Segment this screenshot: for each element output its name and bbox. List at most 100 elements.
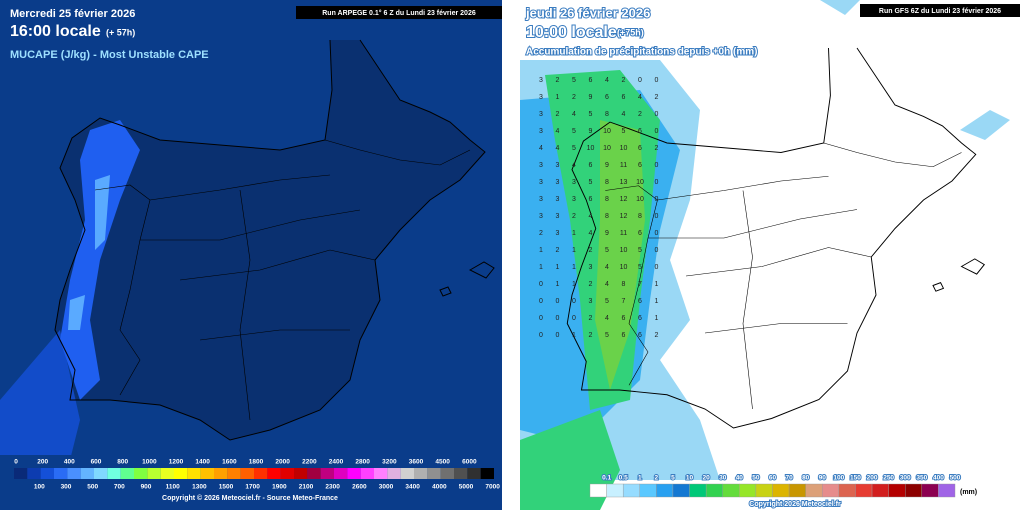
grid-value: 6 <box>638 162 642 169</box>
grid-value: 4 <box>572 111 576 118</box>
legend-label: 1100 <box>166 484 180 491</box>
precip-area <box>595 120 645 390</box>
grid-value: 0 <box>556 332 560 339</box>
legend-swatch <box>589 483 607 498</box>
grid-value: 1 <box>572 264 576 271</box>
grid-value: 7 <box>622 298 626 305</box>
grid-value: 3 <box>589 298 593 305</box>
legend-swatch <box>80 468 94 479</box>
legend-label: 3600 <box>409 459 424 466</box>
grid-value: 6 <box>589 162 593 169</box>
legend-label: 7000 <box>485 484 500 491</box>
legend-label: 600 <box>91 459 102 466</box>
legend-label: 2200 <box>302 459 317 466</box>
grid-value: 2 <box>638 111 642 118</box>
grid-value: 0 <box>655 77 659 84</box>
legend-label: 100 <box>34 484 45 491</box>
grid-value: 5 <box>605 332 609 339</box>
legend-label: 2300 <box>325 484 340 491</box>
grid-value: 2 <box>556 77 560 84</box>
grid-value: 2 <box>655 332 659 339</box>
legend-label: 300 <box>61 484 72 491</box>
grid-value: 6 <box>605 94 609 101</box>
grid-value: 0 <box>655 196 659 203</box>
grid-value: 3 <box>539 196 543 203</box>
grid-value: 6 <box>638 298 642 305</box>
legend-swatch <box>905 483 923 498</box>
parameter: Accumulation de précipitations depuis +0… <box>526 47 757 58</box>
legend-swatch <box>94 468 108 479</box>
grid-value: 3 <box>539 162 543 169</box>
legend-swatch <box>606 483 624 498</box>
legend-label: 4000 <box>432 484 447 491</box>
grid-value: 2 <box>572 213 576 220</box>
legend-swatch <box>788 483 806 498</box>
grid-value: 4 <box>539 145 543 152</box>
grid-value: 0 <box>655 213 659 220</box>
legend-label: 500 <box>87 484 98 491</box>
grid-value: 10 <box>603 128 611 135</box>
legend-swatch <box>307 468 321 479</box>
grid-value: 0 <box>655 230 659 237</box>
grid-value: 2 <box>556 247 560 254</box>
grid-value: 5 <box>589 179 593 186</box>
run-box <box>860 4 1020 17</box>
legend-swatch <box>200 468 214 479</box>
grid-value: 6 <box>622 94 626 101</box>
left-panel: Mercredi 25 février 2026 16:00 locale (+… <box>0 0 502 510</box>
date: Mercredi 25 février 2026 <box>10 8 135 20</box>
grid-value: 6 <box>589 77 593 84</box>
legend-label: 1800 <box>249 459 264 466</box>
grid-value: 1 <box>539 264 543 271</box>
grid-value: 2 <box>539 230 543 237</box>
legend-label: 1000 <box>142 459 157 466</box>
grid-value: 13 <box>620 179 628 186</box>
grid-value: 2 <box>589 332 593 339</box>
legend: 0 100 200 300 400 500 600 700 800 900 1000 1100 1200… <box>14 459 500 491</box>
legend-label: 50 <box>752 475 760 482</box>
legend-swatch <box>400 468 414 479</box>
legend-label: 300 <box>900 475 911 482</box>
grid-value: 1 <box>655 315 659 322</box>
date: jeudi 26 février 2026 <box>525 5 650 20</box>
grid-value: 5 <box>605 298 609 305</box>
legend-label: 2000 <box>275 459 290 466</box>
legend-swatch <box>838 483 856 498</box>
grid-value: 10 <box>620 145 628 152</box>
grid-value: 6 <box>622 315 626 322</box>
grid-value: 5 <box>638 264 642 271</box>
grid-value: 8 <box>622 281 626 288</box>
legend-background <box>0 455 502 510</box>
grid-value: 4 <box>589 230 593 237</box>
grid-value: 0 <box>539 298 543 305</box>
legend-swatch <box>280 468 294 479</box>
grid-value: 3 <box>556 162 560 169</box>
legend-swatch <box>467 468 481 479</box>
grid-value: 9 <box>589 94 593 101</box>
grid-value: 4 <box>589 213 593 220</box>
grid-value: 2 <box>622 77 626 84</box>
grid-value: 10 <box>620 247 628 254</box>
grid-value: 2 <box>589 281 593 288</box>
grid-value: 3 <box>539 213 543 220</box>
grid-value: 8 <box>605 213 609 220</box>
legend-label: 1900 <box>272 484 287 491</box>
grid-value: 0 <box>556 315 560 322</box>
legend-swatch <box>40 468 54 479</box>
grid-value: 12 <box>620 213 628 220</box>
grid-value: 9 <box>605 162 609 169</box>
legend-label: 200 <box>867 475 878 482</box>
grid-value: 3 <box>572 196 576 203</box>
lead-time: (+75h) <box>617 27 644 37</box>
legend-swatch <box>639 483 657 498</box>
grid-value: 1 <box>556 281 560 288</box>
grid-value: 3 <box>539 111 543 118</box>
grid-value: 5 <box>572 77 576 84</box>
legend-swatch <box>54 468 68 479</box>
grid-value: 7 <box>638 281 642 288</box>
legend-swatch <box>480 468 494 479</box>
lead-time: (+ 57h) <box>106 27 135 37</box>
grid-value: 0 <box>539 281 543 288</box>
legend-swatch <box>805 483 823 498</box>
